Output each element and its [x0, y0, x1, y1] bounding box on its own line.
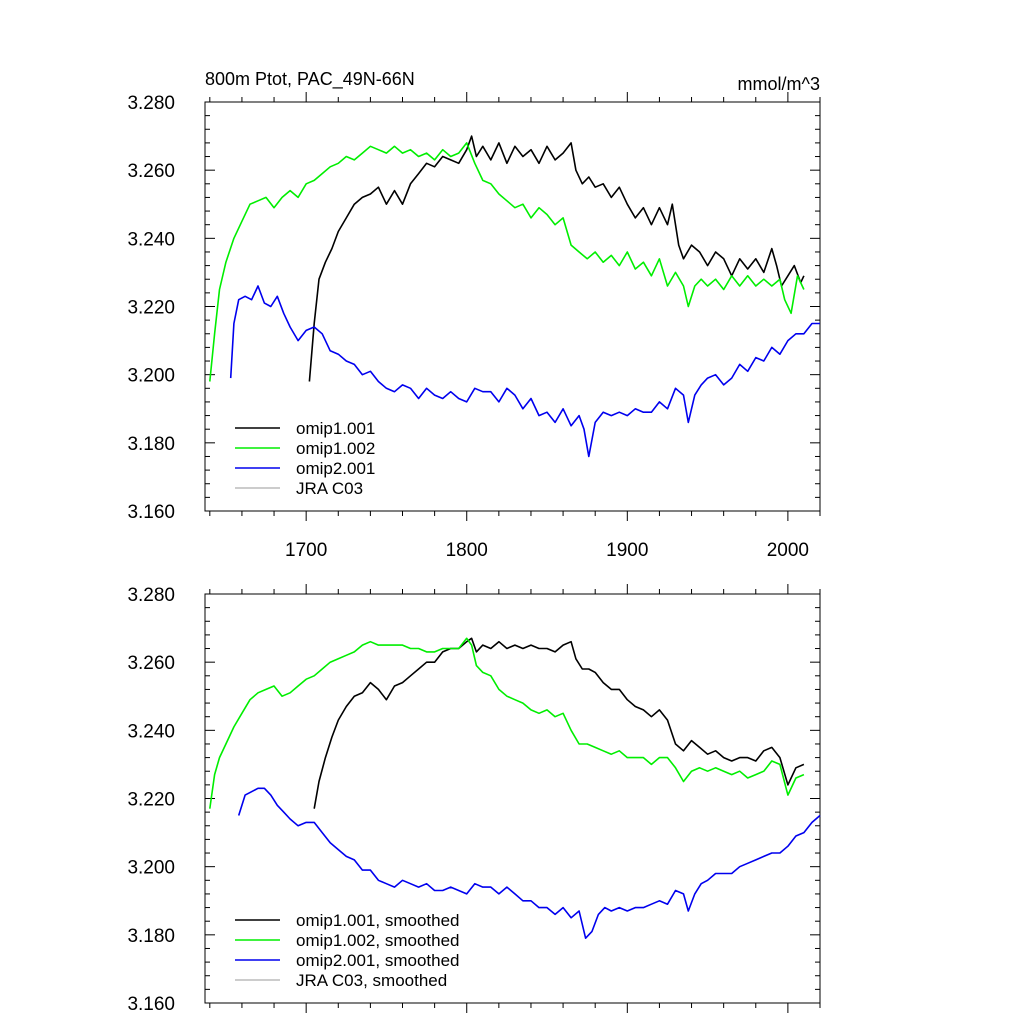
y-tick-label: 3.260: [127, 653, 175, 674]
y-tick-label: 3.240: [127, 721, 175, 742]
y-tick-label: 3.180: [127, 926, 175, 947]
y-tick-label: 3.280: [127, 93, 175, 114]
x-tick-label: 1800: [446, 540, 488, 561]
legend-label: omip1.002: [296, 439, 375, 458]
bottom-panel: 3.160 3.180 3.200 3.220 3.240 3.260 3.280 omip1…: [127, 584, 821, 1015]
legend-label: omip2.001: [296, 459, 375, 478]
series-line-0: [313, 637, 805, 809]
legend-label: omip1.001, smoothed: [296, 911, 460, 930]
chart-title: 800m Ptot, PAC_49N-66N: [205, 69, 415, 90]
y-tick-label: 3.220: [127, 790, 175, 811]
legend-label: JRA C03: [296, 479, 363, 498]
series-line-1: [209, 142, 805, 382]
legend-label: omip2.001, smoothed: [296, 951, 460, 970]
y-tick-label: 3.260: [127, 161, 175, 182]
x-tick-label: 2000: [767, 540, 809, 561]
legend-label: omip1.002, smoothed: [296, 931, 460, 950]
top-panel: 3.160 3.180 3.200 3.220 3.240 3.260 3.280 1700 1…: [127, 69, 821, 561]
legend-label: JRA C03, smoothed: [296, 971, 447, 990]
y-tick-label: 3.220: [127, 298, 175, 319]
y-tick-label: 3.160: [127, 994, 175, 1015]
y-tick-label: 3.160: [127, 502, 175, 523]
units-label: mmol/m^3: [738, 74, 820, 94]
y-tick-label: 3.240: [127, 229, 175, 250]
legend-label: omip1.001: [296, 419, 375, 438]
series-line-2: [237, 787, 821, 940]
series-line-2: [229, 285, 820, 458]
y-tick-label: 3.200: [127, 366, 175, 387]
series-line-0: [308, 135, 805, 382]
y-tick-label: 3.200: [127, 858, 175, 879]
y-tick-label: 3.280: [127, 585, 175, 606]
x-tick-label: 1700: [285, 540, 327, 561]
x-tick-label: 1900: [606, 540, 648, 561]
y-tick-label: 3.180: [127, 434, 175, 455]
series-line-1: [209, 637, 805, 809]
